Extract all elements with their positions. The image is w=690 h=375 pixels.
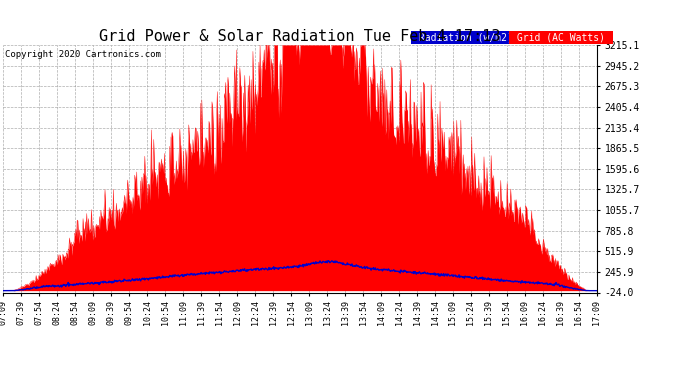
Text: Radiation (w/m2): Radiation (w/m2) [413, 33, 519, 42]
Text: Copyright 2020 Cartronics.com: Copyright 2020 Cartronics.com [5, 50, 161, 59]
Text: Grid (AC Watts): Grid (AC Watts) [511, 33, 611, 42]
Title: Grid Power & Solar Radiation Tue Feb 4 17:13: Grid Power & Solar Radiation Tue Feb 4 1… [99, 29, 501, 44]
